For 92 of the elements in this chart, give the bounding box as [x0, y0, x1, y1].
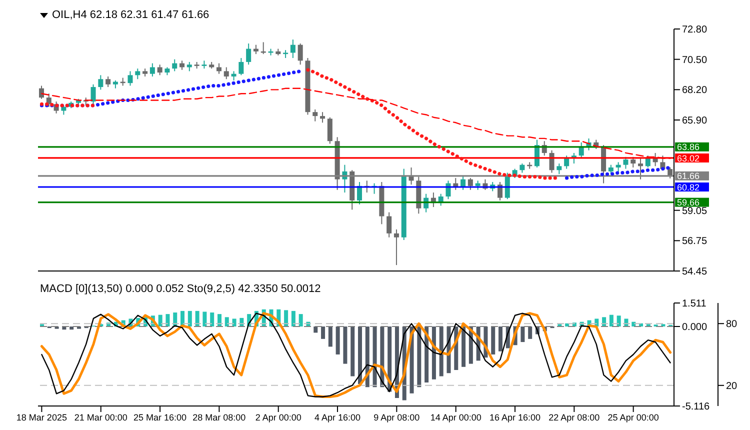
bar	[188, 310, 192, 326]
bar	[372, 326, 377, 388]
bar	[314, 326, 318, 333]
x-tick-label: 25 Apr 00:00	[608, 412, 659, 422]
y-tick-label: 0.000	[682, 322, 708, 334]
x-tick-label: 22 Apr 08:00	[548, 412, 600, 422]
bar	[284, 310, 288, 326]
bar	[365, 326, 370, 388]
y-tick-label: 72.80	[682, 24, 708, 36]
y-tick-label: 56.75	[682, 236, 708, 248]
candlestick	[238, 58, 244, 76]
x-tick-label: 21 Mar 00:00	[74, 412, 128, 422]
x-tick-label: 2 Apr 00:00	[255, 412, 302, 422]
bar	[528, 326, 532, 339]
bar	[158, 314, 162, 326]
x-tick-label: 28 Mar 08:00	[192, 412, 246, 422]
bar	[202, 312, 207, 326]
bar	[224, 317, 229, 326]
bar	[491, 326, 496, 354]
candlestick	[106, 76, 111, 88]
candlestick	[616, 162, 621, 174]
candlestick	[224, 66, 229, 80]
bar	[210, 312, 214, 326]
bar	[195, 310, 200, 326]
candlestick	[520, 163, 525, 174]
x-tick-label: 9 Apr 08:00	[374, 412, 420, 422]
x-tick-label: 18 Mar 2025	[16, 412, 67, 422]
candlestick	[386, 212, 392, 238]
candlestick	[135, 68, 140, 80]
x-tick-label: 25 Mar 16:00	[134, 412, 187, 422]
candlestick	[298, 43, 303, 66]
bar	[328, 326, 332, 347]
candlestick	[90, 84, 96, 105]
candlestick	[475, 180, 480, 190]
bar	[432, 326, 436, 380]
x-tick-label: 14 Apr 00:00	[430, 412, 482, 422]
y-tick-label: 1.511	[682, 298, 707, 310]
candlestick	[186, 61, 192, 72]
candlestick	[290, 39, 296, 59]
candlestick	[128, 70, 133, 86]
y2-tick-label: 20	[726, 380, 738, 392]
bar	[417, 326, 422, 388]
bar	[520, 326, 525, 342]
bar	[336, 326, 340, 354]
y2-tick-label: 80	[726, 319, 738, 330]
bar	[358, 326, 362, 384]
ref-line-label: 63.86	[677, 142, 700, 152]
bar	[343, 326, 348, 364]
candlestick	[468, 178, 473, 190]
candlestick	[394, 228, 399, 266]
candlestick	[157, 64, 162, 76]
y-tick-label: 68.20	[682, 85, 708, 96]
ref-line-label: 63.02	[677, 153, 700, 164]
bar	[350, 326, 355, 376]
bar	[166, 314, 170, 326]
bar	[291, 310, 296, 326]
candlestick	[246, 43, 252, 66]
y-tick-label: 54.45	[682, 266, 708, 278]
bar	[439, 326, 444, 376]
ref-line-label: 61.66	[677, 171, 700, 182]
candlestick	[253, 44, 258, 55]
y-tick-label: 65.90	[682, 116, 708, 127]
bar	[70, 326, 74, 330]
candlestick	[39, 85, 44, 100]
ref-line-label: 59.66	[677, 198, 700, 208]
bar	[321, 326, 326, 339]
y-tick-label: -5.116	[682, 402, 710, 413]
bar	[498, 326, 503, 352]
candlestick	[216, 62, 222, 74]
candlestick	[231, 70, 236, 81]
bar	[298, 314, 303, 326]
candlestick	[320, 112, 326, 124]
ref-line-label: 60.82	[677, 182, 700, 192]
chart-title: MACD [0](13,50) 0.000 0.052 Sto(9,2,5) 42.3350 50.0012	[40, 283, 321, 295]
y-tick-label: 59.05	[682, 206, 708, 217]
candlestick	[172, 58, 178, 72]
chart-title: OIL,H4 62.18 62.31 61.47 61.66	[52, 9, 210, 21]
candlestick	[638, 158, 644, 180]
candlestick	[312, 108, 318, 122]
x-tick-label: 16 Apr 16:00	[489, 412, 541, 422]
x-tick-label: 4 Apr 16:00	[314, 412, 361, 422]
bar	[609, 314, 614, 326]
candlestick	[150, 62, 155, 77]
candlestick	[327, 116, 332, 144]
bar	[462, 326, 466, 367]
candlestick	[98, 74, 104, 90]
y-tick-label: 70.50	[682, 54, 708, 66]
candlestick	[61, 104, 66, 116]
candlestick	[556, 163, 562, 175]
candlestick	[608, 164, 614, 175]
bar	[232, 318, 236, 326]
bar	[616, 316, 621, 326]
